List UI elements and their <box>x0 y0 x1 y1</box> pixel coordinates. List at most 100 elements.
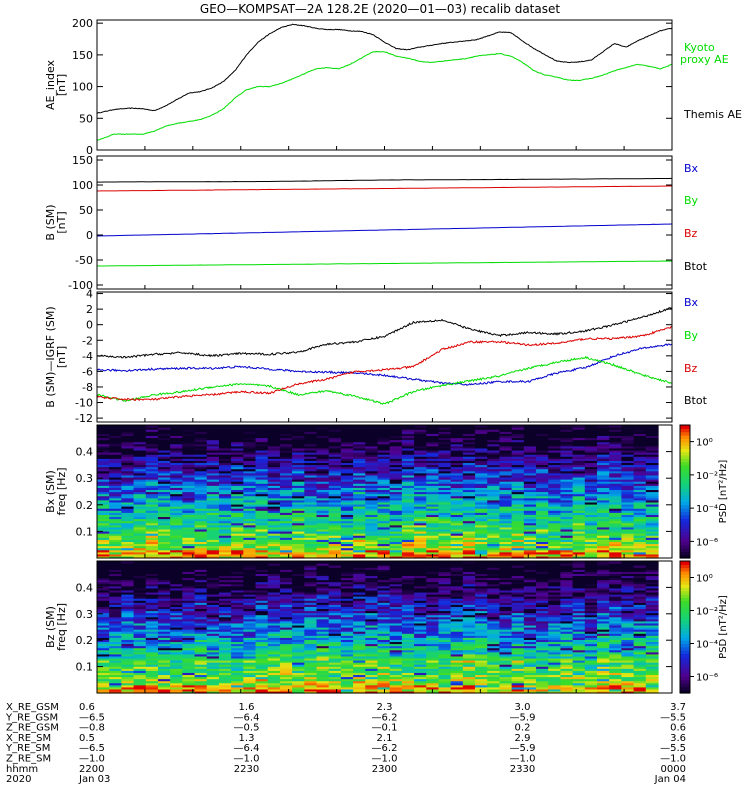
heatmap-cell <box>340 458 354 461</box>
heatmap-cell <box>401 425 415 428</box>
heatmap-cell <box>462 458 476 461</box>
heatmap-cell <box>475 441 488 445</box>
heatmap-cell <box>267 445 281 449</box>
colorbar-swatch <box>680 425 690 429</box>
heatmap-cell <box>292 551 305 555</box>
heatmap-cell <box>389 425 403 428</box>
heatmap-cell <box>633 549 647 553</box>
heatmap-cell <box>584 497 598 501</box>
heatmap-cell <box>450 481 464 484</box>
heatmap-cell <box>560 526 574 530</box>
heatmap-cell <box>292 437 305 441</box>
heatmap-cell <box>597 454 610 457</box>
heatmap-cell <box>194 627 208 630</box>
heatmap-cell <box>353 627 366 630</box>
colorbar-swatch <box>680 541 690 546</box>
heatmap-cell <box>377 664 391 667</box>
heatmap-cell <box>365 573 379 577</box>
heatmap-cell <box>267 666 281 669</box>
heatmap-cell <box>511 547 525 551</box>
heatmap-cell <box>462 443 476 447</box>
heatmap-cell <box>121 647 135 651</box>
heatmap-cell <box>267 620 281 624</box>
heatmap-cell <box>231 474 244 478</box>
heatmap-cell <box>365 431 379 434</box>
heatmap-cell <box>621 508 635 511</box>
heatmap-cell <box>511 533 525 536</box>
heatmap-cell <box>389 555 403 559</box>
heatmap-cell <box>377 437 391 441</box>
heatmap-cell <box>231 439 244 443</box>
heatmap-cell <box>279 508 293 511</box>
heatmap-cell <box>426 485 440 488</box>
heatmap-cell <box>597 472 610 476</box>
heatmap-cell <box>401 441 415 445</box>
heatmap-cell <box>109 458 122 461</box>
heatmap-cell <box>633 449 647 453</box>
heatmap-cell <box>157 598 171 601</box>
heatmap-cell <box>121 573 135 577</box>
heatmap-cell <box>536 466 549 470</box>
heatmap-cell <box>536 435 549 439</box>
heatmap-cell <box>572 506 586 509</box>
heatmap-cell <box>304 688 318 692</box>
heatmap-cell <box>572 543 586 547</box>
heatmap-cell <box>243 666 257 669</box>
heatmap-cell <box>414 526 427 530</box>
heatmap-cell <box>353 472 366 476</box>
heatmap-cell <box>170 624 183 628</box>
heatmap-cell <box>414 491 427 495</box>
heatmap-cell <box>182 633 196 636</box>
heatmap-cell <box>389 493 403 497</box>
heatmap-cell <box>511 506 525 509</box>
heatmap-cell <box>499 479 513 482</box>
heatmap-cell <box>133 503 147 507</box>
heatmap-cell <box>206 664 220 667</box>
heatmap-cell <box>121 666 135 669</box>
heatmap-cell <box>487 427 501 430</box>
heatmap-cell <box>243 468 257 472</box>
heatmap-cell <box>426 649 440 653</box>
heatmap-cell <box>170 585 183 589</box>
heatmap-cell <box>438 591 452 595</box>
heatmap-cell <box>340 483 354 486</box>
heatmap-cell <box>353 425 366 428</box>
heatmap-cell <box>426 520 440 524</box>
heatmap-cell <box>304 553 318 557</box>
heatmap-cell <box>243 591 257 595</box>
heatmap-cell <box>353 533 366 536</box>
heatmap-cell <box>243 433 257 436</box>
heatmap-cell <box>243 686 257 690</box>
heatmap-cell <box>389 470 403 474</box>
heatmap-cell <box>353 641 366 645</box>
heatmap-cell <box>279 660 293 663</box>
heatmap-cell <box>97 483 110 486</box>
heatmap-cell <box>572 479 586 482</box>
heatmap-cell <box>279 589 293 593</box>
heatmap-cell <box>462 499 476 503</box>
heatmap-cell <box>279 637 293 640</box>
heatmap-cell <box>145 616 159 620</box>
heatmap-cell <box>97 456 110 459</box>
heatmap-cell <box>621 489 635 493</box>
heatmap-cell <box>206 639 220 643</box>
heatmap-cell <box>206 674 220 678</box>
heatmap-cell <box>243 608 257 612</box>
heatmap-cell <box>255 518 269 522</box>
heatmap-cell <box>97 464 110 468</box>
heatmap-cell <box>206 606 220 610</box>
heatmap-cell <box>353 587 366 591</box>
heatmap-cell <box>316 516 330 520</box>
heatmap-cell <box>389 569 403 572</box>
heatmap-cell <box>304 431 318 434</box>
heatmap-cell <box>97 565 110 568</box>
heatmap-cell <box>194 508 208 511</box>
heatmap-cell <box>231 639 244 643</box>
heatmap-cell <box>511 460 525 464</box>
heatmap-cell <box>645 514 659 518</box>
heatmap-cell <box>499 539 513 542</box>
heatmap-cell <box>157 688 171 692</box>
heatmap-cell <box>194 425 208 428</box>
heatmap-cell <box>414 587 427 591</box>
heatmap-cell <box>365 441 379 445</box>
